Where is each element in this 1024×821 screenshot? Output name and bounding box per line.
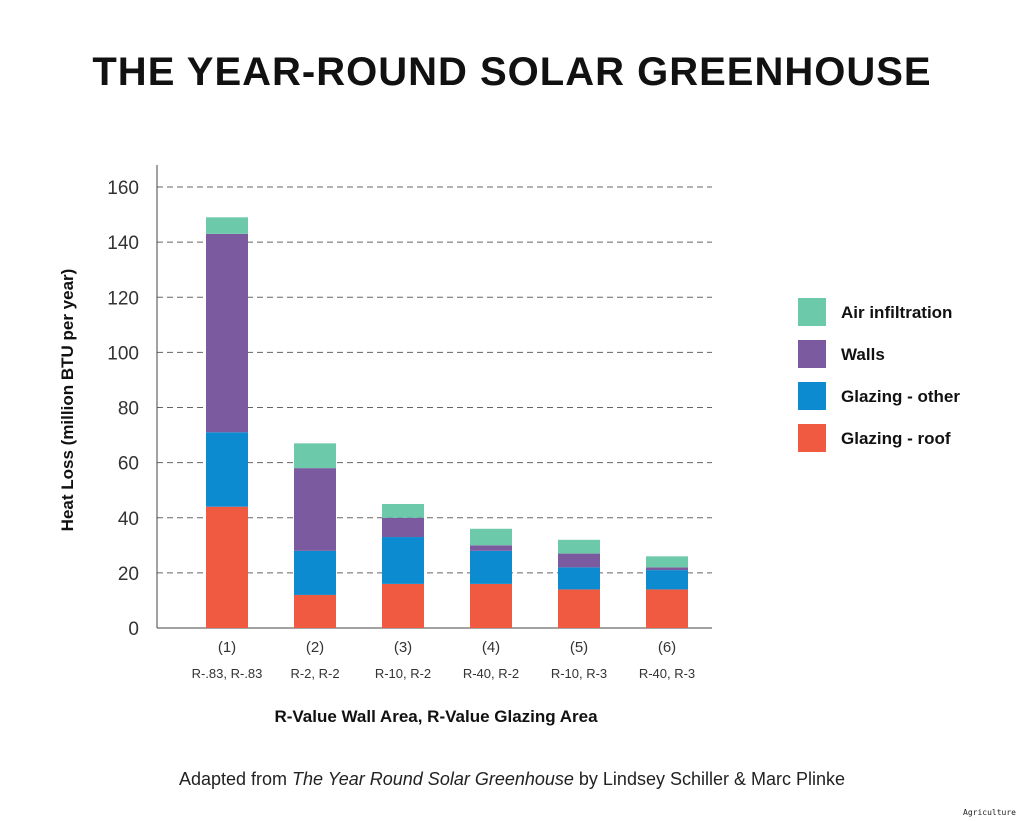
y-tick-label: 140	[107, 233, 139, 254]
y-tick-label: 120	[107, 288, 139, 309]
legend-label: Glazing - other	[841, 387, 960, 406]
y-tick-label: 40	[118, 509, 139, 530]
legend-label: Walls	[841, 345, 885, 364]
legend-swatch	[798, 382, 826, 410]
bar-segment-glazing-roof	[206, 506, 248, 628]
y-tick-label: 80	[118, 399, 139, 420]
bar-segment-walls	[646, 567, 688, 571]
bar-segment-glazing-other	[294, 550, 336, 595]
legend-swatch	[798, 340, 826, 368]
bar-segment-glazing-roof	[558, 589, 600, 628]
y-tick-label: 160	[107, 178, 139, 199]
x-tick-sublabel: R-10, R-3	[551, 666, 607, 681]
grid-lines	[157, 186, 712, 574]
bar-segment-glazing-roof	[294, 594, 336, 628]
x-tick-label: (3)	[394, 639, 412, 656]
bars	[206, 217, 688, 628]
y-tick-label: 20	[118, 564, 139, 585]
x-tick-label: (2)	[306, 639, 324, 656]
axes: 0 20 40 60 80 100 120 140 160	[107, 165, 712, 640]
bar-segment-air-infiltration	[206, 217, 248, 234]
legend-swatch	[798, 424, 826, 452]
bar-segment-walls	[206, 233, 248, 433]
x-tick-sublabel: R-40, R-2	[463, 666, 519, 681]
bar-segment-walls	[294, 468, 336, 551]
bar-segment-air-infiltration	[294, 443, 336, 469]
caption-book-title: The Year Round Solar Greenhouse	[292, 769, 574, 789]
x-tick-sublabel: R-10, R-2	[375, 666, 431, 681]
x-tick-sublabel: R-40, R-3	[639, 666, 695, 681]
x-tick-sublabel: R-.83, R-.83	[192, 666, 263, 681]
bar-segment-glazing-other	[470, 550, 512, 584]
x-tick-label: (4)	[482, 639, 500, 656]
y-tick-label: 60	[118, 454, 139, 475]
x-axis-labels: (1) R-.83, R-.83 (2) R-2, R-2 (3) R-10, R-2 (4…	[192, 639, 696, 681]
bar-segment-walls	[470, 545, 512, 551]
bar-segment-glazing-other	[206, 432, 248, 507]
y-tick-label: 0	[128, 619, 139, 640]
bar-segment-glazing-other	[382, 537, 424, 584]
bar-segment-air-infiltration	[470, 528, 512, 546]
x-tick-label: (6)	[658, 639, 676, 656]
bar-segment-glazing-roof	[646, 589, 688, 628]
bar-segment-air-infiltration	[558, 539, 600, 554]
legend-label: Glazing - roof	[841, 429, 951, 448]
source-caption: Adapted from The Year Round Solar Greenh…	[0, 769, 1024, 790]
bar-segment-walls	[382, 517, 424, 538]
bar-segment-glazing-other	[646, 570, 688, 590]
legend: Air infiltration Walls Glazing - other Glaz…	[798, 298, 960, 452]
caption-prefix: Adapted from	[178, 769, 293, 789]
caption-suffix: by Lindsey Schiller & Marc Plinke	[573, 769, 846, 789]
y-axis-title: Heat Loss (million BTU per year)	[58, 269, 77, 532]
legend-swatch	[798, 298, 826, 326]
x-axis-title: R-Value Wall Area, R-Value Glazing Area	[274, 707, 598, 726]
chart-title: THE YEAR-ROUND SOLAR GREENHOUSE	[92, 50, 932, 94]
x-tick-label: (5)	[570, 639, 588, 656]
legend-label: Air infiltration	[841, 303, 952, 322]
x-tick-label: (1)	[218, 639, 236, 656]
corner-tag: Agriculture	[963, 808, 1016, 817]
bar-segment-air-infiltration	[646, 556, 688, 568]
bar-segment-glazing-roof	[382, 583, 424, 628]
y-tick-label: 100	[107, 343, 139, 364]
bar-segment-walls	[558, 553, 600, 568]
x-tick-sublabel: R-2, R-2	[290, 666, 339, 681]
bar-segment-glazing-roof	[470, 583, 512, 628]
bar-segment-glazing-other	[558, 567, 600, 590]
bar-segment-air-infiltration	[382, 503, 424, 518]
